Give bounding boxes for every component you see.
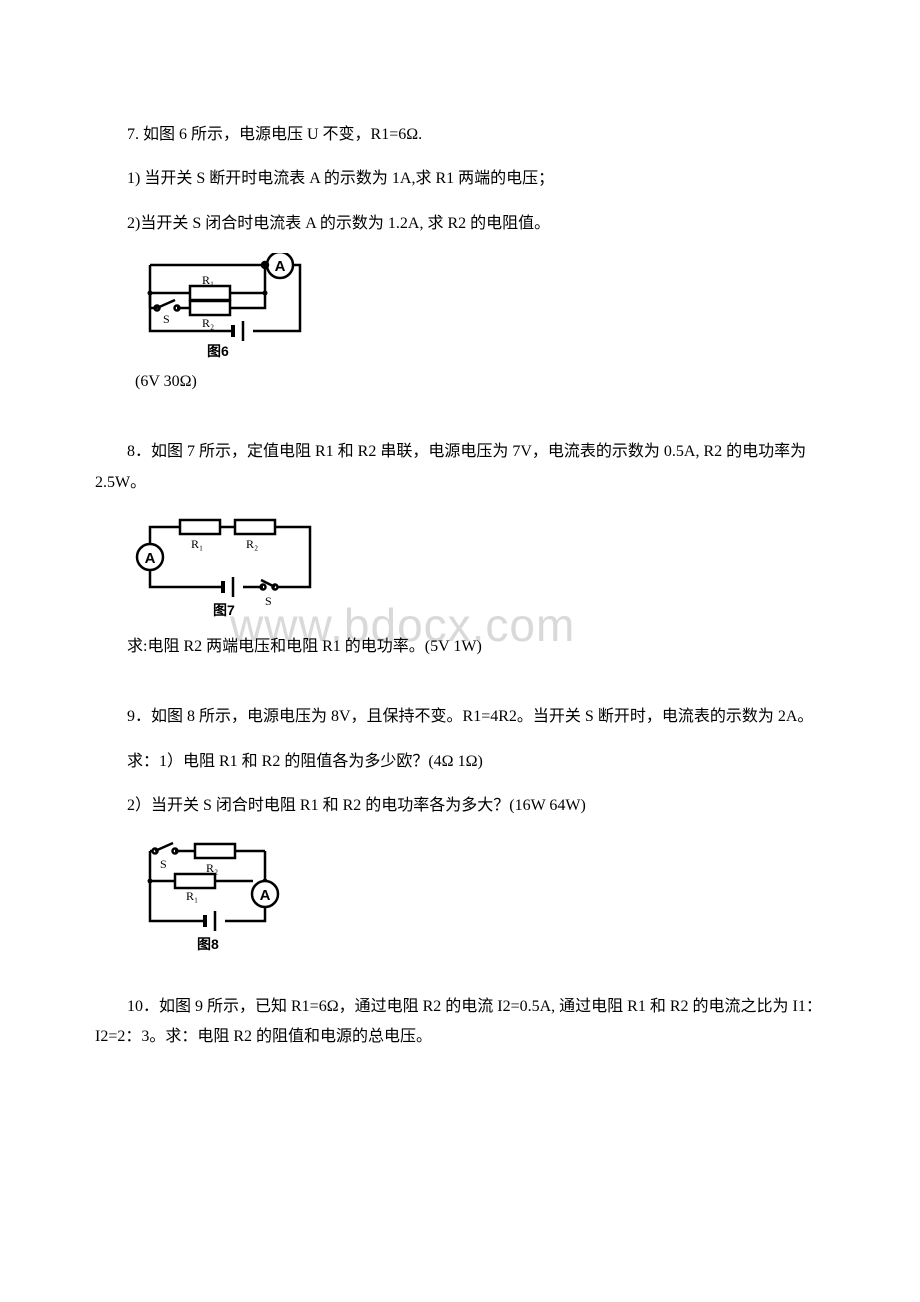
- r1-label: R₁: [202, 273, 214, 287]
- q7-sub2: 2)当开关 S 闭合时电流表 A 的示数为 1.2A, 求 R2 的电阻值。: [95, 209, 825, 239]
- figure-8-caption: 图8: [197, 936, 219, 952]
- ammeter-label: A: [145, 550, 156, 567]
- figure-7-caption: 图7: [213, 602, 235, 618]
- r2-label: R₂: [246, 537, 258, 551]
- ammeter-label: A: [275, 258, 286, 275]
- figure-7: A R₁ R₂ S 图7: [135, 512, 825, 622]
- q10-stem: 10．如图 9 所示，已知 R1=6Ω，通过电阻 R2 的电流 I2=0.5A,…: [95, 992, 825, 1053]
- q7-answer: (6V 30Ω): [135, 373, 825, 391]
- r2-label: R₂: [206, 861, 218, 875]
- r1-label: R₁: [191, 537, 203, 551]
- figure-6-caption: 图6: [207, 343, 229, 359]
- q7-sub1: 1) 当开关 S 断开时电流表 A 的示数为 1A,求 R1 两端的电压；: [95, 164, 825, 194]
- figure-6: A R₁ R₂ S 图6: [135, 253, 825, 363]
- document-content: 7. 如图 6 所示，电源电压 U 不变，R1=6Ω. 1) 当开关 S 断开时…: [95, 120, 825, 1052]
- switch-label: S: [160, 857, 167, 871]
- q8-question: 求:电阻 R2 两端电压和电阻 R1 的电功率。(5V 1W): [95, 632, 825, 662]
- q9-sub1: 求：1）电阻 R1 和 R2 的阻值各为多少欧？(4Ω 1Ω): [95, 747, 825, 777]
- q9-sub2: 2）当开关 S 闭合时电阻 R1 和 R2 的电功率各为多大？(16W 64W): [95, 791, 825, 821]
- ammeter-label: A: [260, 887, 271, 904]
- switch-label: S: [265, 594, 272, 608]
- switch-label: S: [163, 312, 170, 326]
- figure-8: A R₂ R₁ S 图8: [135, 836, 825, 956]
- q8-stem: 8．如图 7 所示，定值电阻 R1 和 R2 串联，电源电压为 7V，电流表的示…: [95, 437, 825, 498]
- r1-label: R₁: [186, 889, 198, 903]
- r2-label: R₂: [202, 316, 214, 330]
- q9-stem: 9．如图 8 所示，电源电压为 8V，且保持不变。R1=4R2。当开关 S 断开…: [95, 702, 825, 732]
- q7-stem: 7. 如图 6 所示，电源电压 U 不变，R1=6Ω.: [95, 120, 825, 150]
